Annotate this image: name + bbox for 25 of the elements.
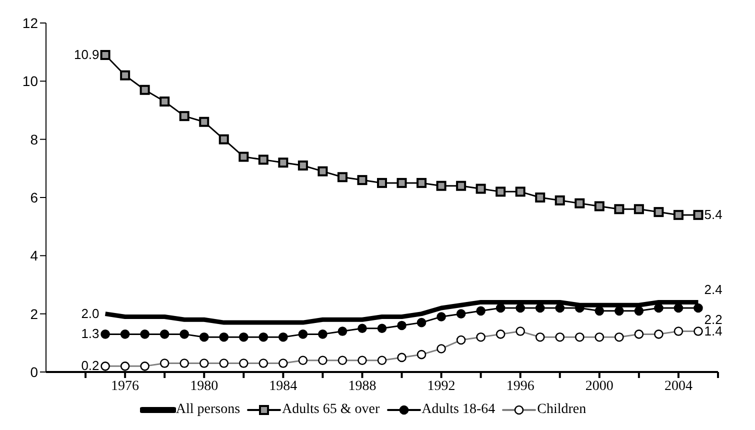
- data-label: 2.0: [81, 306, 100, 321]
- y-tick-label: 10: [22, 73, 38, 90]
- data-label: 10.9: [74, 46, 100, 62]
- data-label: 1.3: [81, 326, 100, 342]
- legend-label: Children: [537, 402, 586, 418]
- y-tick-label: 0: [30, 364, 38, 380]
- x-tick-label: 2000: [585, 378, 614, 394]
- y-tick-label: 4: [30, 248, 38, 264]
- y-tick-label: 2: [30, 306, 38, 322]
- x-tick-label: 1980: [190, 378, 218, 394]
- legend-label: Adults 18-64: [422, 402, 496, 418]
- data-label: 2.4: [704, 282, 722, 298]
- data-label: 0.2: [81, 358, 100, 374]
- x-tick-label: 1984: [269, 378, 298, 394]
- data-label: 5.4: [704, 206, 722, 222]
- legend-label: All persons: [176, 402, 240, 418]
- x-tick-label: 2004: [664, 378, 692, 394]
- x-tick-label: 1976: [111, 378, 140, 394]
- y-tick-label: 8: [30, 131, 38, 148]
- y-tick-label: 12: [22, 14, 38, 31]
- x-tick-label: 1992: [427, 378, 456, 394]
- y-tick-label: 6: [30, 189, 38, 206]
- x-tick-label: 1996: [506, 378, 534, 394]
- x-tick-label: 1988: [348, 378, 376, 394]
- legend-label: Adults 65 & over: [282, 402, 380, 418]
